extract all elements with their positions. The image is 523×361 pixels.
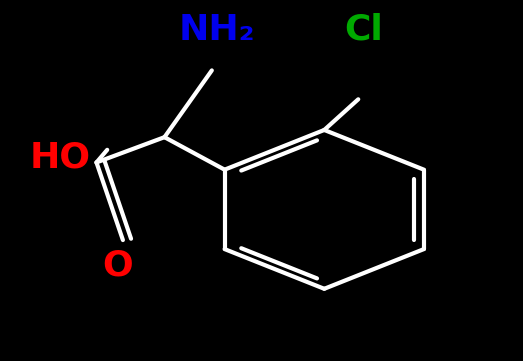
Text: NH₂: NH₂ <box>179 13 255 47</box>
Text: HO: HO <box>30 140 90 174</box>
Text: O: O <box>103 248 133 282</box>
Text: Cl: Cl <box>344 13 383 47</box>
